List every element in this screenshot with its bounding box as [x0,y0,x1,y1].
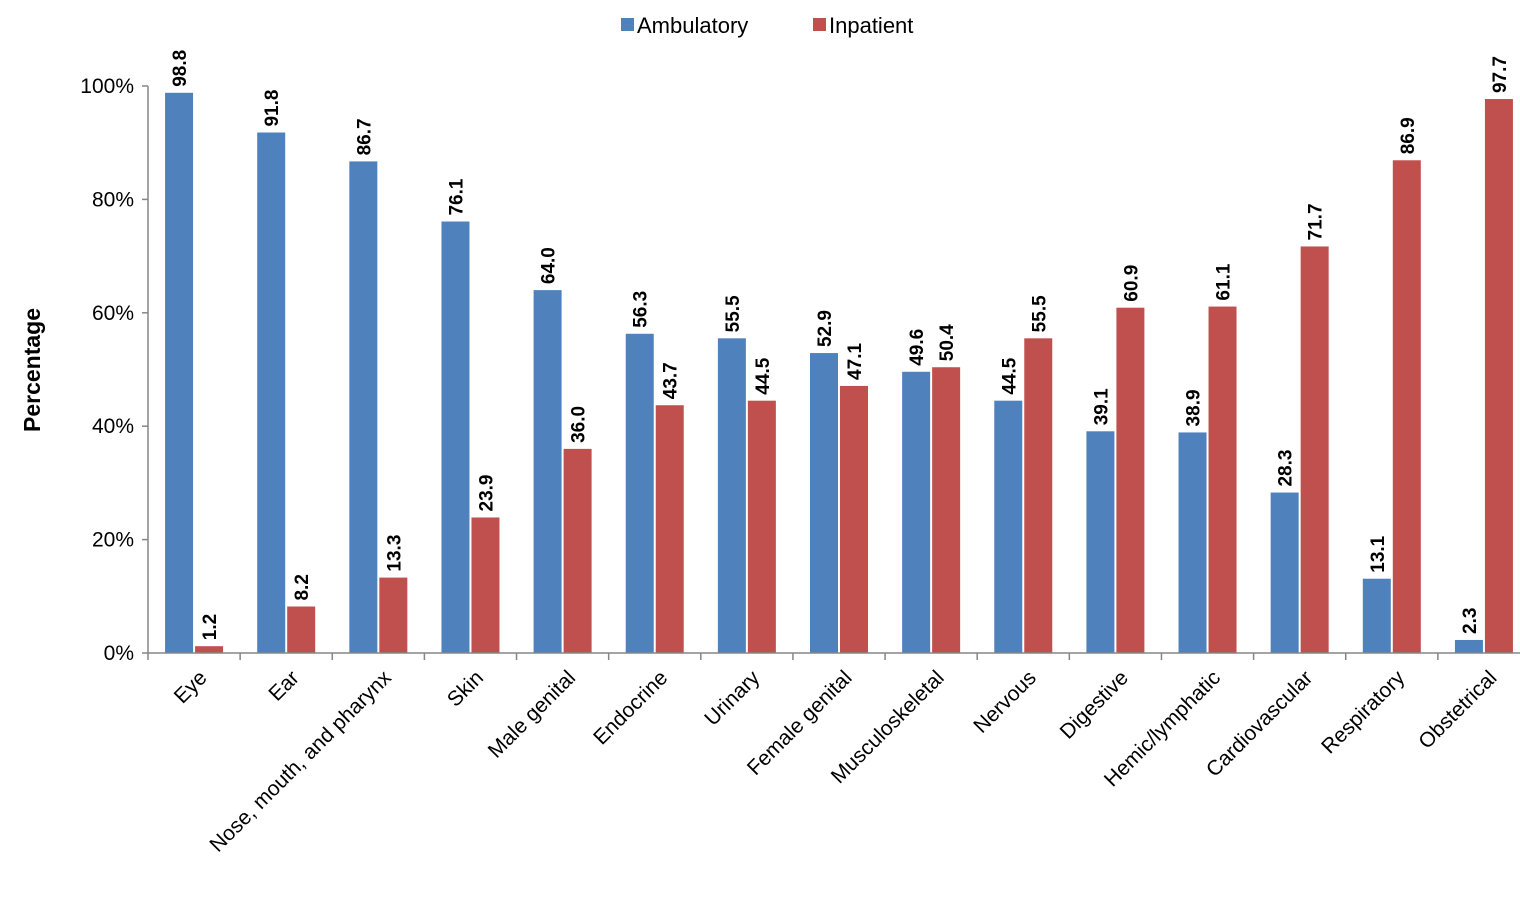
value-label-ambulatory-respiratory: 13.1 [1368,535,1389,572]
value-label-inpatient-endocrine: 43.7 [661,362,682,399]
value-label-inpatient-digestive: 60.9 [1121,265,1142,302]
value-label-ambulatory-ear: 91.8 [262,90,283,127]
value-labels: 98.8 1.2 91.8 8.2 86.7 13.3 76.1 23.9 64.0 36.0 56… [170,50,1511,640]
category-label-eye: Eye [170,666,212,708]
bar-inpatient-musculoskeletal [932,367,961,653]
bar-inpatient-nervous [1024,338,1053,653]
value-label-ambulatory-nose-mouth-and-pharynx: 86.7 [354,118,375,155]
value-label-ambulatory-obstetrical: 2.3 [1460,608,1481,634]
bar-inpatient-endocrine [655,405,684,653]
legend: Ambulatory Inpatient [621,13,913,38]
bar-ambulatory-respiratory [1362,578,1391,653]
y-tick-label: 100% [80,75,134,98]
category-label-endocrine: Endocrine [589,666,672,749]
value-label-inpatient-nose-mouth-and-pharynx: 13.3 [384,535,405,572]
bar-ambulatory-female-genital [810,353,838,653]
bar-inpatient-ear [287,606,316,653]
bar-ambulatory-urinary [717,338,746,653]
legend-label-inpatient: Inpatient [829,13,913,38]
value-label-inpatient-nervous: 55.5 [1029,295,1050,332]
bar-ambulatory-ear [257,132,286,653]
bar-inpatient-nose-mouth-and-pharynx [379,577,408,653]
bar-inpatient-hemic-lymphatic [1208,306,1237,653]
bar-inpatient-female-genital [840,385,868,653]
bar-inpatient-digestive [1116,307,1145,653]
bar-inpatient-cardiovascular [1300,246,1329,653]
value-label-ambulatory-endocrine: 56.3 [631,291,652,328]
bar-ambulatory-nervous [994,400,1023,653]
value-label-inpatient-eye: 1.2 [200,614,221,640]
bar-ambulatory-obstetrical [1454,639,1483,653]
value-label-ambulatory-musculoskeletal: 49.6 [907,329,928,366]
y-tick-label: 0% [104,642,134,665]
category-label-urinary: Urinary [700,666,764,730]
value-label-inpatient-female-genital: 47.1 [845,343,866,380]
bar-ambulatory-hemic-lymphatic [1178,432,1207,653]
y-axis: 0% 20% 40% 60% 80% 100% [80,75,149,665]
value-label-ambulatory-urinary: 55.5 [723,295,744,332]
category-label-obstetrical: Obstetrical [1414,666,1501,753]
value-label-ambulatory-digestive: 39.1 [1091,388,1112,425]
bar-ambulatory-eye [165,92,194,653]
bar-ambulatory-digestive [1086,431,1115,653]
value-label-ambulatory-cardiovascular: 28.3 [1276,450,1297,487]
value-label-inpatient-obstetrical: 97.7 [1490,56,1511,93]
y-axis-label: Percentage [19,308,45,432]
category-label-skin: Skin [443,666,488,711]
value-label-inpatient-urinary: 44.5 [753,357,774,394]
category-label-male-genital: Male genital [484,666,580,762]
bar-ambulatory-endocrine [625,333,654,653]
value-label-ambulatory-skin: 76.1 [446,178,467,215]
category-label-ear: Ear [264,666,303,705]
category-label-nervous: Nervous [969,666,1041,738]
bar-inpatient-respiratory [1392,160,1421,654]
bar-ambulatory-musculoskeletal [902,371,931,653]
bar-inpatient-obstetrical [1484,99,1513,653]
category-label-digestive: Digestive [1056,666,1133,743]
bar-ambulatory-skin [441,221,470,653]
legend-label-ambulatory: Ambulatory [637,13,748,38]
bar-inpatient-skin [471,517,500,653]
value-label-inpatient-cardiovascular: 71.7 [1306,203,1327,240]
category-label-nose-mouth-and-pharynx: Nose, mouth, and pharynx [205,666,396,857]
bar-ambulatory-nose-mouth-and-pharynx [349,161,378,653]
legend-swatch-ambulatory [621,18,634,31]
value-label-inpatient-ear: 8.2 [292,574,313,600]
bars [165,92,1513,654]
y-tick-label: 20% [92,529,134,552]
value-label-ambulatory-nervous: 44.5 [999,357,1020,394]
value-label-inpatient-musculoskeletal: 50.4 [937,324,958,361]
value-label-inpatient-skin: 23.9 [476,475,497,512]
bar-ambulatory-cardiovascular [1270,492,1299,653]
value-label-ambulatory-hemic-lymphatic: 38.9 [1184,389,1205,426]
y-tick-label: 80% [92,188,134,211]
bar-ambulatory-male-genital [533,290,562,653]
y-tick-label: 60% [92,302,134,325]
value-label-inpatient-male-genital: 36.0 [569,406,590,443]
value-label-ambulatory-eye: 98.8 [170,50,191,87]
category-label-respiratory: Respiratory [1317,666,1410,759]
value-label-ambulatory-male-genital: 64.0 [539,247,560,284]
value-label-inpatient-respiratory: 86.9 [1398,117,1419,154]
y-tick-label: 40% [92,415,134,438]
bar-inpatient-urinary [747,400,776,653]
value-label-ambulatory-female-genital: 52.9 [815,310,836,347]
bar-inpatient-eye [195,646,224,653]
value-label-inpatient-hemic-lymphatic: 61.1 [1214,263,1235,300]
legend-swatch-inpatient [813,18,826,31]
bar-inpatient-male-genital [563,448,592,653]
